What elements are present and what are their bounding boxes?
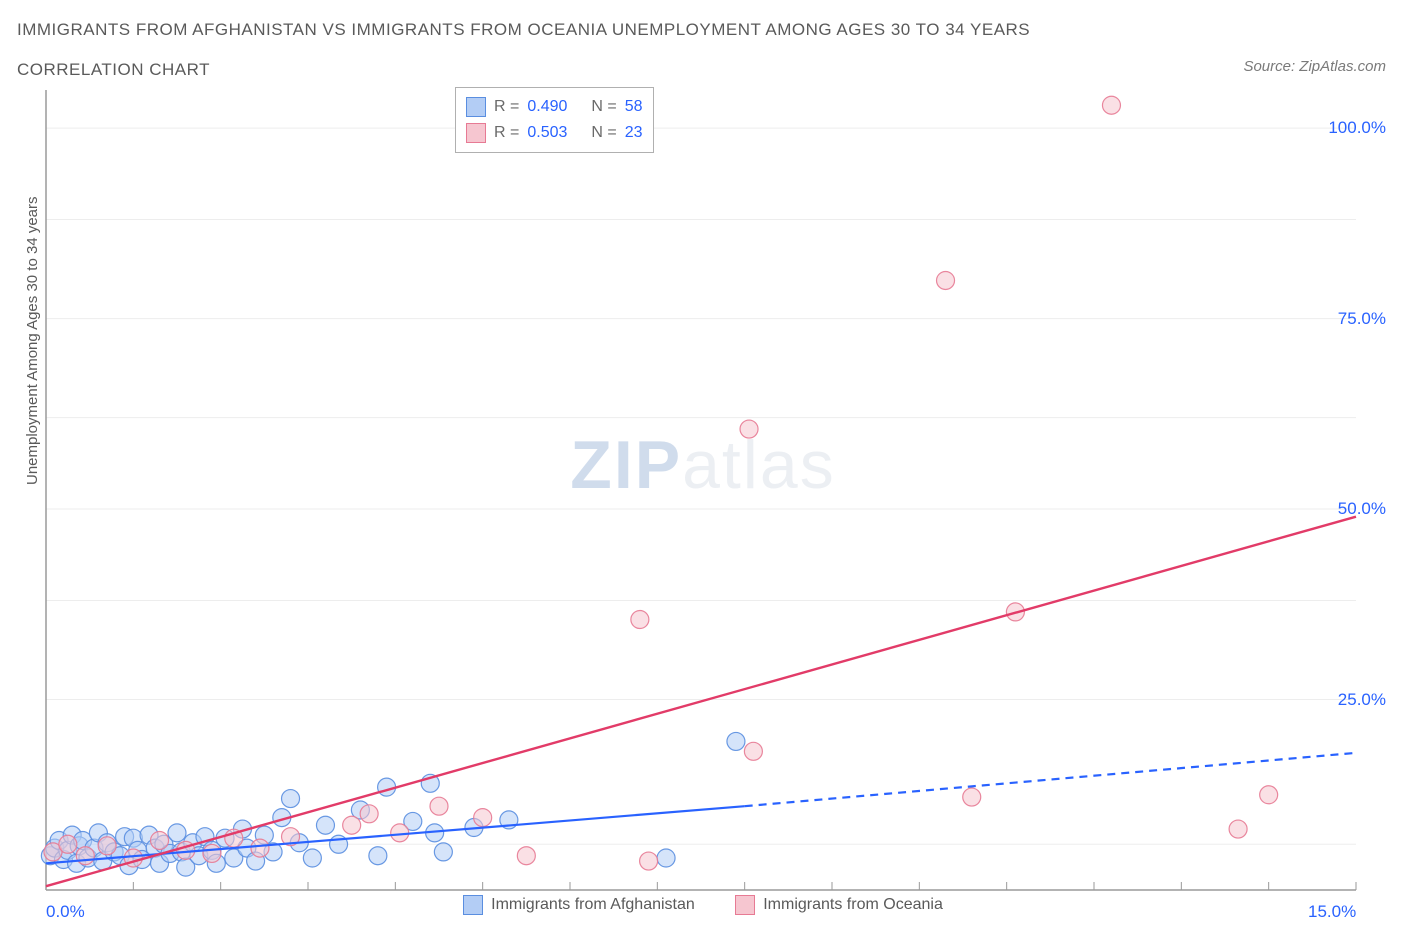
chart-container: { "title_line1":"IMMIGRANTS FROM AFGHANI… <box>0 0 1406 930</box>
n-label: N = <box>591 94 616 120</box>
bottom-legend: Immigrants from Afghanistan Immigrants f… <box>0 895 1406 920</box>
source-label: Source: ZipAtlas.com <box>1243 58 1386 75</box>
legend-swatch-oceania <box>735 895 755 915</box>
y-tick-label: 75.0% <box>1338 309 1386 329</box>
legend-swatch-afghanistan <box>463 895 483 915</box>
n-value-oceania: 23 <box>625 120 643 146</box>
chart-title-line2: CORRELATION CHART <box>17 60 210 80</box>
legend-row-afghanistan: R = 0.490 N = 58 <box>466 94 643 120</box>
bottom-legend-item-afghanistan: Immigrants from Afghanistan <box>463 895 695 915</box>
r-value-afghanistan: 0.490 <box>527 94 567 120</box>
y-tick-label: 25.0% <box>1338 690 1386 710</box>
n-value-afghanistan: 58 <box>625 94 643 120</box>
legend-swatch-oceania <box>466 123 486 143</box>
x-tick-label: 0.0% <box>46 902 85 922</box>
r-value-oceania: 0.503 <box>527 120 567 146</box>
n-label: N = <box>591 120 616 146</box>
chart-title-line1: IMMIGRANTS FROM AFGHANISTAN VS IMMIGRANT… <box>17 20 1030 40</box>
scatter-plot <box>46 90 1356 890</box>
y-axis-label: Unemployment Among Ages 30 to 34 years <box>24 196 41 485</box>
bottom-legend-item-oceania: Immigrants from Oceania <box>735 895 943 915</box>
r-label: R = <box>494 94 519 120</box>
x-tick-label: 15.0% <box>1308 902 1356 922</box>
legend-row-oceania: R = 0.503 N = 23 <box>466 120 643 146</box>
legend-swatch-afghanistan <box>466 97 486 117</box>
correlation-legend-box: R = 0.490 N = 58 R = 0.503 N = 23 <box>455 87 654 153</box>
y-tick-label: 50.0% <box>1338 499 1386 519</box>
r-label: R = <box>494 120 519 146</box>
series-name-oceania: Immigrants from Oceania <box>763 896 943 914</box>
series-name-afghanistan: Immigrants from Afghanistan <box>491 896 695 914</box>
y-tick-label: 100.0% <box>1328 118 1386 138</box>
